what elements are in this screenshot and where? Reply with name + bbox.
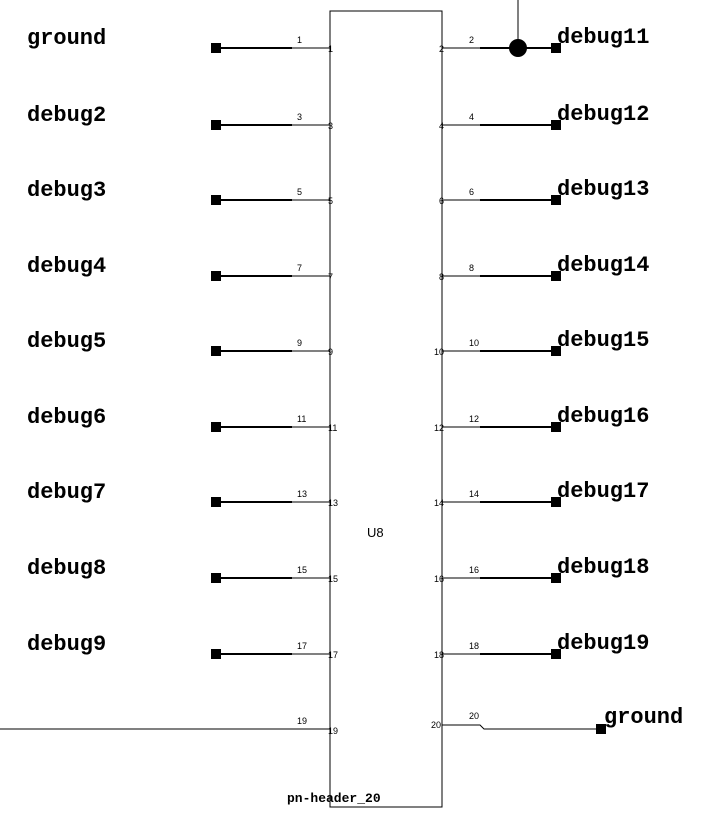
net-label-debug17: debug17 bbox=[557, 479, 649, 504]
net-label-ground: ground bbox=[604, 705, 683, 730]
pin-3-number-outer: 3 bbox=[297, 112, 302, 122]
pin-20-number-outer: 20 bbox=[469, 711, 479, 721]
component-ref-label: U8 bbox=[367, 525, 384, 540]
net-label-debug16: debug16 bbox=[557, 404, 649, 429]
net-label-debug11: debug11 bbox=[557, 25, 649, 50]
pin-16-number-inner: 16 bbox=[434, 574, 444, 584]
pin-13-terminal[interactable] bbox=[211, 497, 221, 507]
pin-5-number-outer: 5 bbox=[297, 187, 302, 197]
pin-1-number-inner: 1 bbox=[328, 44, 333, 54]
pin-9-number-inner: 9 bbox=[328, 347, 333, 357]
pin-14-number-inner: 14 bbox=[434, 498, 444, 508]
pin-20-number-inner: 20 bbox=[431, 720, 441, 730]
net-label-debug18: debug18 bbox=[557, 555, 649, 580]
net-label-debug6: debug6 bbox=[27, 405, 106, 430]
net-label-debug4: debug4 bbox=[27, 254, 106, 279]
pin-7-terminal[interactable] bbox=[211, 271, 221, 281]
pin-7-number-outer: 7 bbox=[297, 263, 302, 273]
pin-17-number-inner: 17 bbox=[328, 650, 338, 660]
pin-13-number-outer: 13 bbox=[297, 489, 307, 499]
net-label-debug19: debug19 bbox=[557, 631, 649, 656]
pin-4-number-outer: 4 bbox=[469, 112, 474, 122]
net-label-debug12: debug12 bbox=[557, 102, 649, 127]
pin-16-number-outer: 16 bbox=[469, 565, 479, 575]
pin-10-number-outer: 10 bbox=[469, 338, 479, 348]
net-label-debug3: debug3 bbox=[27, 178, 106, 203]
pin-18-number-outer: 18 bbox=[469, 641, 479, 651]
pin-18-terminal[interactable] bbox=[551, 649, 561, 659]
pin-1-terminal[interactable] bbox=[211, 43, 221, 53]
pin-2-number-outer: 2 bbox=[469, 35, 474, 45]
pin-18-number-inner: 18 bbox=[434, 650, 444, 660]
pin-13-number-inner: 13 bbox=[328, 498, 338, 508]
pin-10-terminal[interactable] bbox=[551, 346, 561, 356]
pin-14-number-outer: 14 bbox=[469, 489, 479, 499]
pin-19-number-outer: 19 bbox=[297, 716, 307, 726]
pin-4-terminal[interactable] bbox=[551, 120, 561, 130]
pin-7-number-inner: 7 bbox=[328, 272, 333, 282]
pin-3-number-inner: 3 bbox=[328, 121, 333, 131]
pin-5-number-inner: 5 bbox=[328, 196, 333, 206]
pin-12-terminal[interactable] bbox=[551, 422, 561, 432]
pin-5-terminal[interactable] bbox=[211, 195, 221, 205]
pin-8-number-inner: 8 bbox=[439, 272, 444, 282]
pin-11-number-inner: 11 bbox=[328, 423, 337, 433]
pin-14-terminal[interactable] bbox=[551, 497, 561, 507]
pin-6-terminal[interactable] bbox=[551, 195, 561, 205]
pin-15-number-outer: 15 bbox=[297, 565, 307, 575]
pin-4-number-inner: 4 bbox=[439, 121, 444, 131]
pin-19-number-inner: 19 bbox=[328, 726, 338, 736]
pin-12-number-inner: 12 bbox=[434, 423, 444, 433]
pin-2-terminal[interactable] bbox=[551, 43, 561, 53]
pin-11-terminal[interactable] bbox=[211, 422, 221, 432]
pin-17-number-outer: 17 bbox=[297, 641, 307, 651]
pin-12-number-outer: 12 bbox=[469, 414, 479, 424]
component-body[interactable] bbox=[329, 10, 443, 808]
net-label-debug9: debug9 bbox=[27, 632, 106, 657]
pin-8-number-outer: 8 bbox=[469, 263, 474, 273]
net-label-debug8: debug8 bbox=[27, 556, 106, 581]
pin-10-number-inner: 10 bbox=[434, 347, 444, 357]
pin-9-terminal[interactable] bbox=[211, 346, 221, 356]
pin-8-terminal[interactable] bbox=[551, 271, 561, 281]
net-label-ground: ground bbox=[27, 26, 106, 51]
pin-2-number-inner: 2 bbox=[439, 44, 444, 54]
pin-16-terminal[interactable] bbox=[551, 573, 561, 583]
pin-11-number-outer: 11 bbox=[297, 414, 306, 424]
pin-1-number-outer: 1 bbox=[297, 35, 302, 45]
pin-6-number-outer: 6 bbox=[469, 187, 474, 197]
pin-3-terminal[interactable] bbox=[211, 120, 221, 130]
net-label-debug7: debug7 bbox=[27, 480, 106, 505]
net-label-debug15: debug15 bbox=[557, 328, 649, 353]
net-label-debug2: debug2 bbox=[27, 103, 106, 128]
part-number-label: pn-header_20 bbox=[287, 791, 381, 806]
pin-20-terminal[interactable] bbox=[596, 724, 606, 734]
pin-15-terminal[interactable] bbox=[211, 573, 221, 583]
pin-15-number-inner: 15 bbox=[328, 574, 338, 584]
pin-9-number-outer: 9 bbox=[297, 338, 302, 348]
pin-17-terminal[interactable] bbox=[211, 649, 221, 659]
pin-20-wire[interactable] bbox=[442, 724, 600, 730]
net-label-debug14: debug14 bbox=[557, 253, 649, 278]
net-label-debug5: debug5 bbox=[27, 329, 106, 354]
pin-6-number-inner: 6 bbox=[439, 196, 444, 206]
net-label-debug13: debug13 bbox=[557, 177, 649, 202]
